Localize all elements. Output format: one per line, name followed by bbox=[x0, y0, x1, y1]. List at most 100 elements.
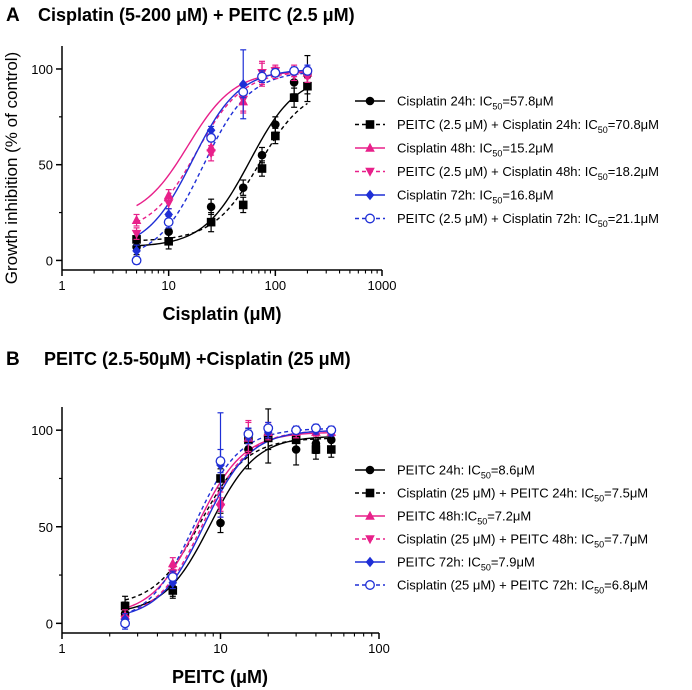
legend-ic50-value: =6.8μM bbox=[604, 578, 648, 593]
panel-a-legend-marker-4 bbox=[365, 167, 375, 177]
panel-b-legend-label-5: PEITC 72h: IC50=7.9μM bbox=[397, 555, 535, 573]
legend-text: Cisplatin 72h: IC bbox=[397, 188, 492, 203]
panel-b-legend-label-2: Cisplatin (25 μM) + PEITC 24h: IC50=7.5μ… bbox=[397, 486, 648, 504]
panel-a-title: Cisplatin (5-200 μM) + PEITC (2.5 μM) bbox=[38, 5, 355, 25]
panel-b-fit-curve-3 bbox=[124, 431, 332, 609]
panel-a-data-point bbox=[131, 214, 142, 225]
panel-a-data-point bbox=[163, 199, 174, 209]
legend-ic50-value: =70.8μM bbox=[608, 117, 659, 132]
panel-a-data-point bbox=[163, 217, 174, 228]
panel-b-data-point bbox=[243, 429, 254, 439]
panel-a-fit-curve-3 bbox=[136, 71, 308, 207]
panel-b-legend-label-4: Cisplatin (25 μM) + PEITC 48h: IC50=7.7μ… bbox=[397, 532, 648, 550]
legend-text: Cisplatin 48h: IC bbox=[397, 141, 492, 156]
legend-subscript: 50 bbox=[594, 494, 604, 504]
legend-ic50-value: =7.5μM bbox=[604, 486, 648, 501]
legend-ic50-value: =57.8μM bbox=[502, 94, 553, 109]
panel-b-y-tick-label: 100 bbox=[31, 423, 53, 438]
panel-a-data-point bbox=[238, 200, 248, 210]
panel-a-data-point bbox=[289, 65, 300, 76]
panel-a-legend-marker-1 bbox=[365, 96, 375, 106]
panel-b-data-point bbox=[291, 425, 302, 436]
legend-ic50-value: =21.1μM bbox=[608, 211, 659, 226]
legend-text: PEITC (2.5 μM) + Cisplatin 24h: IC bbox=[397, 117, 598, 132]
panel-b-data-point bbox=[310, 423, 321, 434]
legend-text: Cisplatin 24h: IC bbox=[397, 94, 492, 109]
legend-subscript: 50 bbox=[598, 172, 608, 182]
panel-b-data-point bbox=[167, 572, 178, 582]
legend-ic50-value: =8.6μM bbox=[491, 463, 535, 478]
panel-a-data-point bbox=[132, 245, 141, 257]
panel-b-letter: B bbox=[6, 349, 20, 370]
panel-a-y-axis-title: Growth inhibition (% of control) bbox=[2, 52, 21, 284]
panel-b-data-point bbox=[291, 435, 301, 445]
panel-a-data-point bbox=[206, 149, 216, 159]
panel-a-data-point bbox=[164, 236, 173, 246]
panel-b-data-point bbox=[216, 518, 225, 528]
panel-b-y-tick-label: 50 bbox=[39, 520, 53, 535]
panel-a-letter: A bbox=[6, 5, 20, 26]
panel-b-data-point bbox=[120, 618, 131, 629]
panel-a-data-point bbox=[257, 150, 267, 160]
panel-b-legend-marker-4 bbox=[365, 535, 375, 545]
panel-a-data-point bbox=[206, 132, 217, 143]
panel-a-legend-marker-6 bbox=[365, 213, 375, 224]
panel-b-fit-curve-5 bbox=[124, 430, 332, 615]
panel-a-legend-label-5: Cisplatin 72h: IC50=16.8μM bbox=[397, 188, 554, 206]
panel-a-data-point bbox=[271, 131, 280, 141]
panel-a-legend-label-6: PEITC (2.5 μM) + Cisplatin 72h: IC50=21.… bbox=[397, 211, 659, 229]
legend-text: Cisplatin (25 μM) + PEITC 48h: IC bbox=[397, 532, 594, 547]
panel-a-data-point bbox=[270, 67, 281, 78]
panel-b-data-point bbox=[168, 586, 178, 595]
legend-text: PEITC 72h: IC bbox=[397, 555, 481, 570]
panel-b-plot: 0 50 100 1 10 100 bbox=[31, 407, 390, 656]
panel-a-x-tick-label: 10 bbox=[161, 278, 175, 293]
panel-a-data-point bbox=[238, 86, 249, 97]
panel-a-y-tick-label: 100 bbox=[31, 62, 53, 77]
panel-a-legend-marker-3 bbox=[365, 142, 375, 152]
panel-b-legend-marker-2 bbox=[365, 488, 375, 498]
panel-a-fit-curve-4 bbox=[136, 71, 308, 223]
legend-text: PEITC (2.5 μM) + Cisplatin 48h: IC bbox=[397, 164, 598, 179]
panel-a-legend-marker-5 bbox=[365, 189, 375, 201]
legend-subscript: 50 bbox=[481, 563, 491, 573]
legend-text: Cisplatin (25 μM) + PEITC 24h: IC bbox=[397, 486, 594, 501]
panel-b-data-point bbox=[326, 425, 337, 436]
legend-ic50-value: =7.2μM bbox=[487, 509, 531, 524]
panel-a-legend-marker-2 bbox=[365, 120, 375, 129]
panel-b-x-tick-label: 1 bbox=[58, 641, 65, 656]
panel-a-x-axis-title: Cisplatin (μM) bbox=[162, 304, 281, 324]
legend-ic50-value: =16.8μM bbox=[502, 188, 553, 203]
legend-ic50-value: =18.2μM bbox=[608, 164, 659, 179]
legend-text: PEITC 48h:IC bbox=[397, 509, 477, 524]
panel-a-legend-label-3: Cisplatin 48h: IC50=15.2μM bbox=[397, 141, 554, 159]
panel-b-data-point bbox=[215, 456, 226, 467]
panel-b-data-point bbox=[263, 423, 274, 434]
panel-b-data-point bbox=[120, 601, 130, 611]
panel-b-x-tick-label: 10 bbox=[213, 641, 227, 656]
legend-subscript: 50 bbox=[594, 540, 604, 550]
panel-a-data-point bbox=[302, 65, 313, 76]
legend-ic50-value: =15.2μM bbox=[502, 141, 553, 156]
panel-b-legend-marker-3 bbox=[365, 510, 375, 520]
legend-subscript: 50 bbox=[598, 125, 608, 135]
panel-a-data-point bbox=[238, 78, 248, 90]
legend-subscript: 50 bbox=[492, 149, 502, 159]
panel-b-data-point bbox=[311, 445, 321, 454]
panel-a-legend: Cisplatin 24h: IC 50 =57.8μM PEITC (2.5 μM)… bbox=[355, 94, 659, 229]
legend-text: Cisplatin (25 μM) + PEITC 72h: IC bbox=[397, 578, 594, 593]
panel-a-data-point bbox=[131, 255, 142, 266]
panel-b-legend-label-3: PEITC 48h:IC50=7.2μM bbox=[397, 509, 531, 527]
panel-b-legend-label-6: Cisplatin (25 μM) + PEITC 72h: IC50=6.8μ… bbox=[397, 578, 648, 596]
panel-a-data-point bbox=[206, 124, 216, 136]
panel-a-plot: 0 50 100 1 10 100 1000 bbox=[31, 46, 396, 293]
panel-b-x-tick-label: 100 bbox=[368, 641, 390, 656]
legend-subscript: 50 bbox=[594, 586, 604, 596]
panel-a-data-point bbox=[238, 183, 248, 192]
legend-subscript: 50 bbox=[492, 196, 502, 206]
panel-a-x-tick-label: 1000 bbox=[368, 278, 397, 293]
panel-b-fit-curve-6 bbox=[124, 428, 332, 615]
panel-a-data-point bbox=[257, 164, 267, 173]
panel-a-data-point bbox=[164, 209, 173, 220]
